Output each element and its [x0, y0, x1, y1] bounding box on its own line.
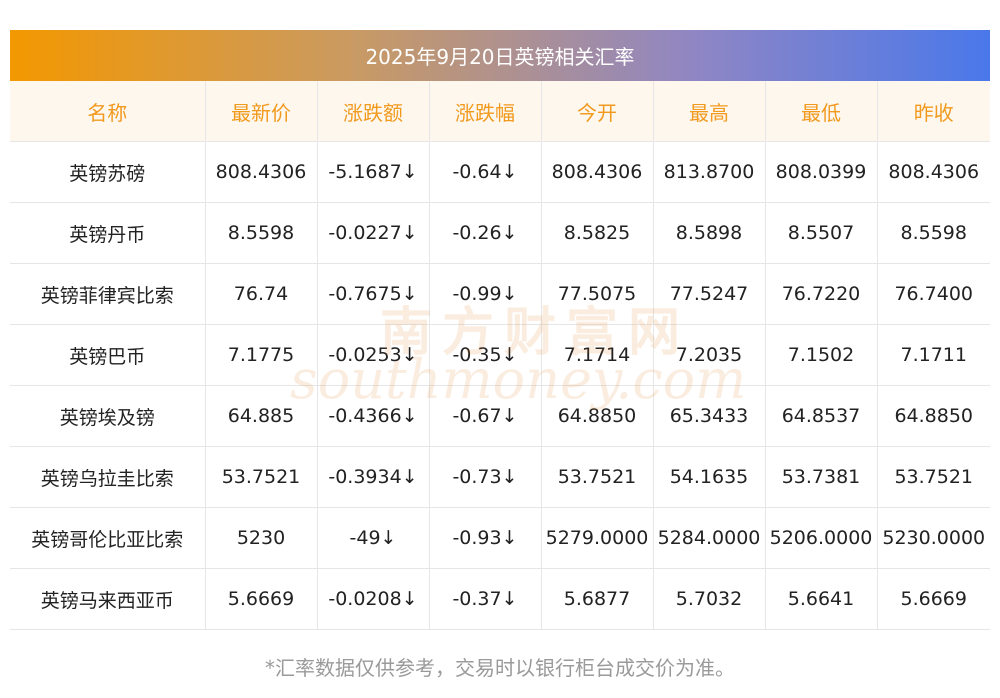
price-cell: 5.6877 — [540, 568, 653, 630]
price-cell: 53.7381 — [764, 446, 877, 508]
price-cell: 5279.0000 — [540, 507, 653, 569]
price-cell: 813.8700 — [652, 141, 765, 203]
currency-name-cell: 英镑乌拉圭比索 — [10, 446, 205, 508]
change-value-cell: 76.74 — [204, 263, 317, 325]
change-value-cell: -0.67↓ — [428, 385, 541, 447]
price-cell: 64.8850 — [876, 385, 990, 447]
currency-name-cell: 英镑苏磅 — [10, 141, 205, 203]
change-value-cell: -0.64↓ — [428, 141, 541, 203]
price-cell: 65.3433 — [652, 385, 765, 447]
change-value-cell: 7.1775 — [204, 324, 317, 386]
change-value-cell: -0.93↓ — [428, 507, 541, 569]
price-cell: 76.7400 — [876, 263, 990, 325]
table-row: 英镑丹币 8.5598 -0.0227↓ -0.26↓ 8.5825 8.5898 8.55… — [10, 202, 990, 264]
change-value-cell: -0.4366↓ — [316, 385, 429, 447]
change-value-cell: -0.99↓ — [428, 263, 541, 325]
price-cell: 8.5825 — [540, 202, 653, 264]
column-header: 涨跌额 — [316, 81, 429, 142]
change-value-cell: -5.1687↓ — [316, 141, 429, 203]
price-cell: 53.7521 — [540, 446, 653, 508]
currency-name-cell: 英镑马来西亚币 — [10, 568, 205, 630]
column-header: 最高 — [652, 81, 765, 142]
table-row: 英镑埃及镑 64.885 -0.4366↓ -0.67↓ 64.8850 65.3433 6… — [10, 385, 990, 447]
price-cell: 54.1635 — [652, 446, 765, 508]
change-value-cell: 64.885 — [204, 385, 317, 447]
table-row: 英镑苏磅 808.4306 -5.1687↓ -0.64↓ 808.4306 813.87… — [10, 141, 990, 203]
price-cell: 64.8850 — [540, 385, 653, 447]
currency-name-cell: 英镑哥伦比亚比索 — [10, 507, 205, 569]
change-value-cell: 5.6669 — [204, 568, 317, 630]
change-value-cell: -0.7675↓ — [316, 263, 429, 325]
page-title: 2025年9月20日英镑相关汇率 — [10, 30, 990, 81]
price-cell: 5206.0000 — [764, 507, 877, 569]
table-row: 英镑巴币 7.1775 -0.0253↓ -0.35↓ 7.1714 7.2035 7.15… — [10, 324, 990, 386]
change-value-cell: 53.7521 — [204, 446, 317, 508]
column-header: 昨收 — [876, 81, 990, 142]
price-cell: 7.1714 — [540, 324, 653, 386]
price-cell: 5.6641 — [764, 568, 877, 630]
price-cell: 64.8537 — [764, 385, 877, 447]
price-cell: 7.2035 — [652, 324, 765, 386]
change-value-cell: 808.4306 — [204, 141, 317, 203]
change-value-cell: -0.0227↓ — [316, 202, 429, 264]
table-row: 英镑哥伦比亚比索 5230 -49↓ -0.93↓ 5279.0000 5284.0000… — [10, 507, 990, 569]
price-cell: 5284.0000 — [652, 507, 765, 569]
change-value-cell: -0.73↓ — [428, 446, 541, 508]
price-cell: 5.7032 — [652, 568, 765, 630]
table-row: 英镑乌拉圭比索 53.7521 -0.3934↓ -0.73↓ 53.7521 54.16… — [10, 446, 990, 508]
change-value-cell: 5230 — [204, 507, 317, 569]
price-cell: 808.4306 — [540, 141, 653, 203]
price-cell: 8.5598 — [876, 202, 990, 264]
column-header: 最低 — [764, 81, 877, 142]
footnote: *汇率数据仅供参考，交易时以银行柜台成交价为准。 — [265, 656, 735, 680]
table-row: 英镑菲律宾比索 76.74 -0.7675↓ -0.99↓ 77.5075 77.5247… — [10, 263, 990, 325]
currency-name-cell: 英镑巴币 — [10, 324, 205, 386]
price-cell: 77.5247 — [652, 263, 765, 325]
column-header: 涨跌幅 — [428, 81, 541, 142]
price-cell: 76.7220 — [764, 263, 877, 325]
price-cell: 8.5898 — [652, 202, 765, 264]
price-cell: 53.7521 — [876, 446, 990, 508]
price-cell: 77.5075 — [540, 263, 653, 325]
price-cell: 5230.0000 — [876, 507, 990, 569]
price-cell: 7.1502 — [764, 324, 877, 386]
change-value-cell: -0.0208↓ — [316, 568, 429, 630]
price-cell: 808.4306 — [876, 141, 990, 203]
change-value-cell: -0.35↓ — [428, 324, 541, 386]
change-value-cell: -0.37↓ — [428, 568, 541, 630]
table-header-row: 名称 最新价 涨跌额 涨跌幅 今开 最高 最低 昨收 — [10, 81, 990, 142]
column-header: 今开 — [540, 81, 653, 142]
currency-name-cell: 英镑丹币 — [10, 202, 205, 264]
price-cell: 8.5507 — [764, 202, 877, 264]
change-value-cell: 8.5598 — [204, 202, 317, 264]
change-value-cell: -0.3934↓ — [316, 446, 429, 508]
change-value-cell: -49↓ — [316, 507, 429, 569]
table-body: 英镑苏磅 808.4306 -5.1687↓ -0.64↓ 808.4306 813.87… — [10, 141, 990, 630]
price-cell: 7.1711 — [876, 324, 990, 386]
table-row: 英镑马来西亚币 5.6669 -0.0208↓ -0.37↓ 5.6877 5.7032 5… — [10, 568, 990, 630]
column-header: 最新价 — [204, 81, 317, 142]
exchange-rate-table: 名称 最新价 涨跌额 涨跌幅 今开 最高 最低 昨收 英镑苏磅 808.4306 -5.1687↓… — [10, 81, 990, 630]
currency-name-cell: 英镑埃及镑 — [10, 385, 205, 447]
currency-name-cell: 英镑菲律宾比索 — [10, 263, 205, 325]
change-value-cell: -0.0253↓ — [316, 324, 429, 386]
column-header: 名称 — [10, 81, 205, 142]
price-cell: 808.0399 — [764, 141, 877, 203]
change-value-cell: -0.26↓ — [428, 202, 541, 264]
price-cell: 5.6669 — [876, 568, 990, 630]
